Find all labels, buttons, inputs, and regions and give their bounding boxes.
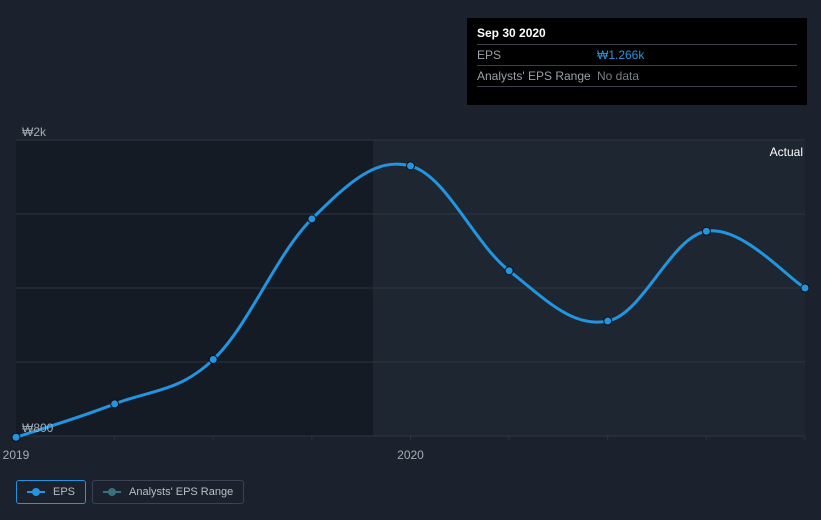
y-axis-label: ₩2k xyxy=(22,125,46,139)
chart-tooltip: Sep 30 2020 EPS ₩1.266k Analysts' EPS Ra… xyxy=(467,18,807,105)
legend-item-label: Analysts' EPS Range xyxy=(129,486,233,498)
tooltip-row-label: EPS xyxy=(477,48,597,62)
tooltip-row-value: ₩1.266k xyxy=(597,48,644,62)
tooltip-row: EPS ₩1.266k xyxy=(477,45,797,66)
legend-item-analysts-range[interactable]: Analysts' EPS Range xyxy=(92,480,244,504)
chart-legend: EPS Analysts' EPS Range xyxy=(16,480,244,504)
tooltip-row-label: Analysts' EPS Range xyxy=(477,69,597,83)
x-axis-label: 2019 xyxy=(3,448,30,462)
legend-item-eps[interactable]: EPS xyxy=(16,480,86,504)
actual-region-label: Actual xyxy=(770,145,803,159)
tooltip-row: Analysts' EPS Range No data xyxy=(477,66,797,87)
legend-marker-icon xyxy=(103,488,121,496)
tooltip-date: Sep 30 2020 xyxy=(477,26,797,45)
tooltip-row-value: No data xyxy=(597,69,639,83)
legend-item-label: EPS xyxy=(53,486,75,498)
legend-marker-icon xyxy=(27,488,45,496)
y-axis-label: ₩800 xyxy=(22,421,53,435)
eps-chart: Sep 30 2020 EPS ₩1.266k Analysts' EPS Ra… xyxy=(0,0,821,520)
x-axis-label: 2020 xyxy=(397,448,424,462)
